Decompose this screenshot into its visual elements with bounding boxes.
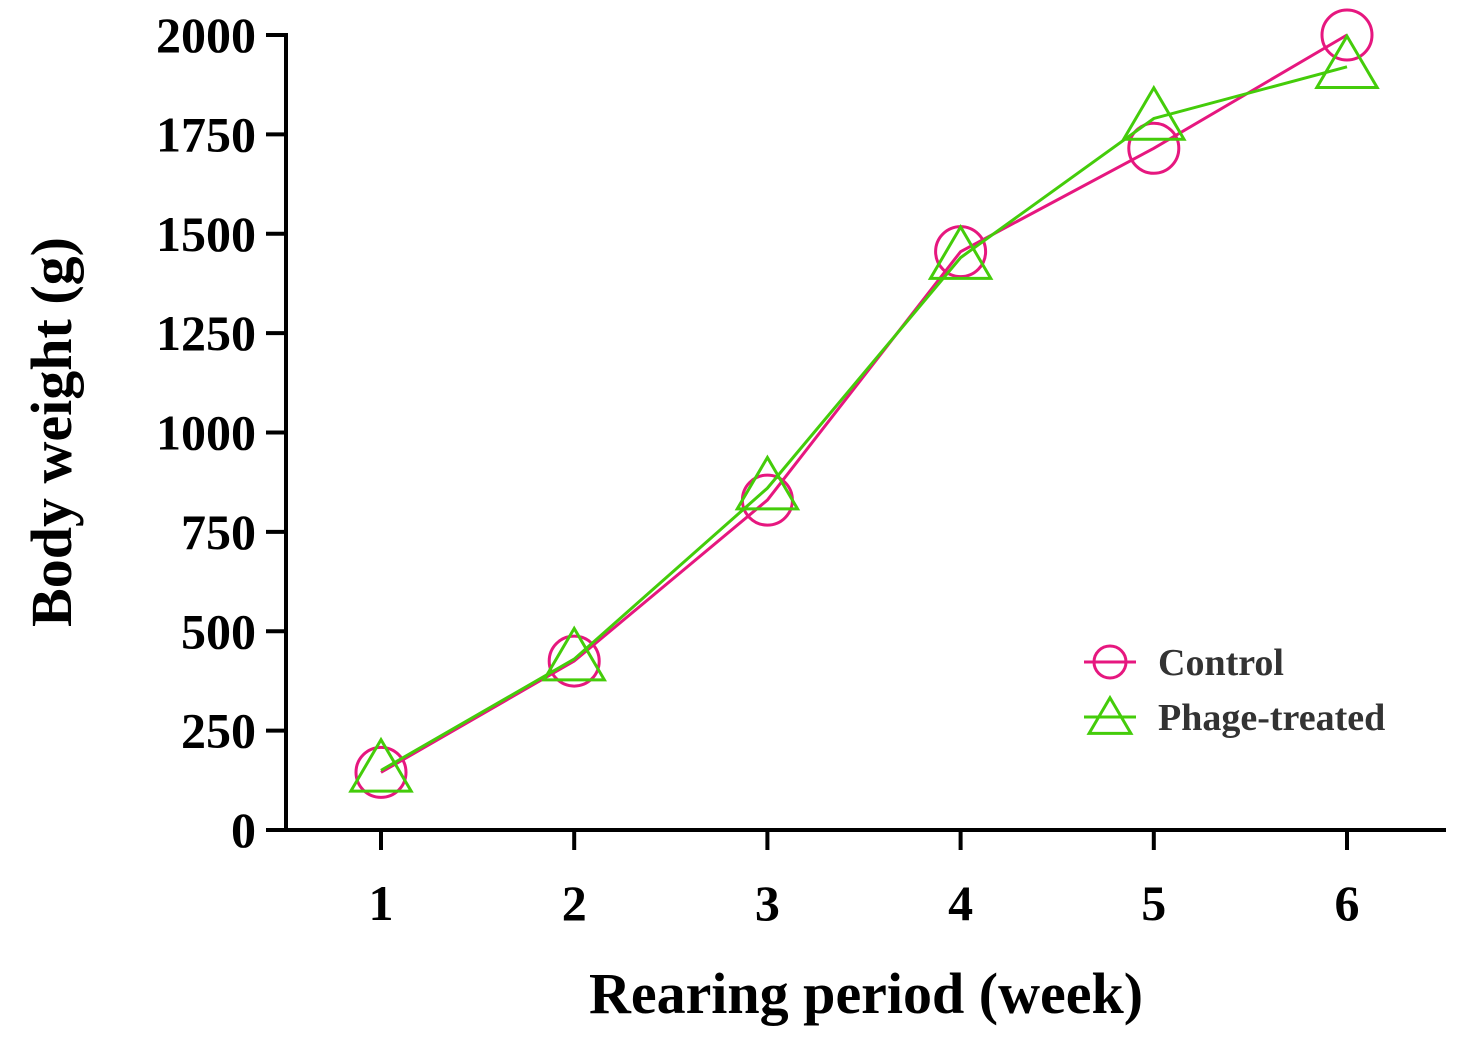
- legend-label: Phage-treated: [1158, 697, 1385, 739]
- data-point-triangle: [541, 625, 607, 682]
- y-tick-label: 1750: [156, 106, 256, 162]
- x-tick-label: 5: [1141, 875, 1166, 931]
- x-tick-label: 2: [562, 875, 587, 931]
- legend-label: Control: [1158, 642, 1284, 684]
- x-tick-label: 6: [1335, 875, 1360, 931]
- data-point-triangle: [1314, 33, 1380, 90]
- y-axis-title: Body weight (g): [19, 237, 84, 627]
- data-point-triangle: [927, 224, 994, 280]
- data-point-triangle: [734, 454, 801, 511]
- legend-triangle-marker: [1086, 694, 1134, 735]
- y-tick-label: 500: [181, 603, 256, 659]
- x-tick-label: 3: [755, 875, 780, 931]
- series-phage-treated: [348, 33, 1380, 793]
- series-line: [380, 65, 1348, 772]
- data-point-circle: [1320, 8, 1374, 62]
- data-point-circle: [547, 634, 601, 688]
- y-tick-label: 250: [181, 703, 256, 759]
- series-line: [380, 33, 1348, 774]
- legend: Control Phage-treated: [1084, 642, 1385, 739]
- y-axis-ticks: 0 250 500 750 1000 1250 1500 1750 2000: [156, 7, 286, 858]
- data-point-triangle: [348, 736, 414, 793]
- series-layer: [348, 8, 1380, 799]
- y-tick-label: 1500: [156, 206, 256, 262]
- y-tick-label: 750: [181, 504, 256, 560]
- y-tick-label: 1000: [156, 405, 256, 461]
- x-axis-ticks: 1 2 3 4 5 6: [369, 830, 1360, 931]
- x-axis-title: Rearing period (week): [589, 961, 1143, 1026]
- y-tick-label: 2000: [156, 7, 256, 63]
- data-point-circle: [354, 745, 408, 799]
- data-point-circle: [1127, 121, 1181, 175]
- legend-item: Phage-treated: [1084, 694, 1385, 739]
- data-point-triangle: [1121, 84, 1187, 141]
- legend-item: Control: [1084, 642, 1284, 684]
- y-tick-label: 0: [231, 802, 256, 858]
- x-tick-label: 1: [369, 875, 394, 931]
- x-tick-label: 4: [948, 875, 973, 931]
- y-tick-label: 1250: [156, 305, 256, 361]
- legend-circle-marker: [1092, 644, 1128, 680]
